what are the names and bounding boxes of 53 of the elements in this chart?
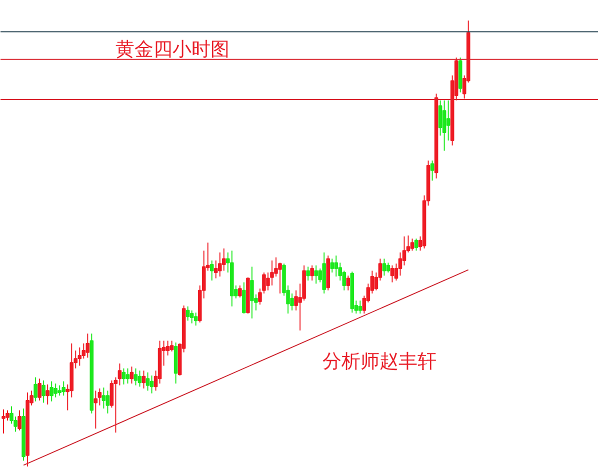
candlestick [390, 264, 394, 283]
candlestick [314, 264, 318, 284]
candlestick [38, 378, 42, 401]
candlestick [98, 388, 102, 406]
candlestick [134, 368, 138, 386]
annotation: 分析师赵丰轩 [322, 350, 436, 372]
candlestick [446, 100, 450, 142]
candlestick [210, 260, 214, 282]
candlestick [334, 255, 338, 278]
candlestick [346, 275, 350, 291]
candlestick [62, 380, 66, 396]
candlestick [58, 384, 62, 396]
candlestick [78, 346, 82, 366]
candlestick [310, 264, 314, 282]
candlestick [142, 370, 146, 389]
candlestick [186, 306, 190, 322]
candlestick [386, 262, 390, 274]
candlestick [122, 368, 126, 385]
candlestick [130, 366, 134, 384]
candlestick [358, 300, 362, 314]
candlestick [118, 362, 122, 386]
candlestick [402, 236, 406, 266]
candlestick [18, 410, 22, 431]
candlestick [250, 266, 254, 319]
candlestick [430, 160, 434, 182]
candlestick [94, 390, 98, 430]
candlestick [50, 380, 54, 402]
candlestick [410, 238, 414, 252]
candlestick [138, 370, 142, 388]
candlestick [34, 376, 38, 402]
candlestick [190, 310, 194, 324]
candlestick [86, 333, 90, 358]
candlestick [414, 238, 418, 252]
candlestick [146, 372, 150, 392]
text: 黄金四小时图 [116, 38, 230, 60]
candlestick [102, 387, 106, 410]
candlestick [54, 383, 58, 398]
candlestick [438, 100, 442, 136]
candlestick [170, 340, 174, 352]
candlestick [382, 258, 386, 276]
candlestick [150, 375, 154, 394]
candlestick [46, 384, 50, 406]
candlestick [330, 258, 334, 274]
candlestick [106, 390, 110, 414]
candlestick [242, 282, 246, 314]
candlestick [126, 368, 130, 384]
candlestick [42, 380, 46, 404]
candlestick [238, 284, 242, 298]
candlestick [306, 266, 310, 282]
candlestick [218, 252, 222, 278]
candlestick [194, 312, 198, 326]
candlestick [2, 408, 6, 434]
candlestick [442, 100, 446, 152]
